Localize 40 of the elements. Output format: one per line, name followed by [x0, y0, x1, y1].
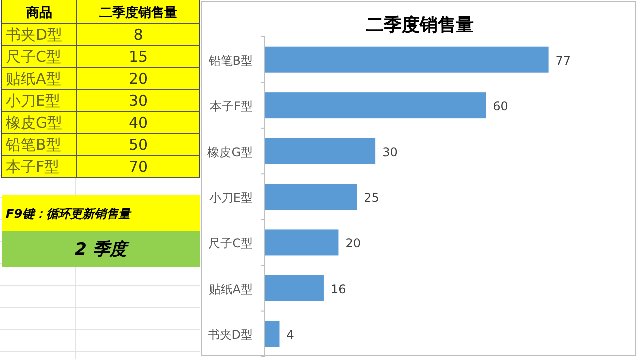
data-label: 20 [128, 70, 148, 88]
data-label: 20 [346, 236, 361, 251]
data-label: 77 [556, 54, 572, 68]
category-label: 贴纸A型 [6, 70, 62, 88]
y-tick-label: 铅笔B型 [208, 54, 253, 68]
y-tick-label: 尺子C型 [208, 236, 253, 251]
data-label: 15 [128, 48, 148, 66]
bar [265, 46, 549, 73]
text: 2 季度 [75, 240, 130, 260]
category-label: 书夹D型 [6, 26, 63, 44]
chart-title: 二季度销售量 [366, 15, 474, 36]
category-label: 橡皮G型 [6, 114, 63, 132]
category-label: 本子F型 [6, 158, 60, 176]
category-label: 铅笔B型 [5, 136, 62, 154]
text: 二季度销售量 [100, 5, 178, 21]
y-tick-label: 橡皮G型 [208, 145, 253, 160]
bar [265, 138, 376, 164]
bar [265, 275, 324, 302]
bar [265, 92, 486, 119]
data-label: 8 [134, 26, 144, 44]
category-label: 尺子C型 [6, 48, 62, 66]
data-label: 25 [364, 191, 380, 205]
bar [265, 184, 358, 210]
data-label: 16 [330, 282, 346, 296]
y-tick-label: 书夹D型 [208, 328, 253, 342]
category-label: 小刀E型 [6, 92, 60, 110]
data-label: 40 [128, 114, 148, 132]
y-tick-label: 本子F型 [210, 100, 253, 114]
text: 商品 [26, 5, 52, 21]
data-label: 70 [128, 158, 148, 176]
data-label: 30 [382, 145, 398, 160]
bar [265, 230, 339, 256]
data-label: 60 [493, 100, 508, 114]
data-label: 4 [286, 328, 294, 342]
data-label: 50 [128, 136, 148, 154]
text: F9键：循环更新销售量 [6, 207, 133, 221]
data-label: 30 [128, 92, 148, 110]
y-tick-label: 贴纸A型 [208, 282, 253, 296]
y-tick-label: 小刀E型 [209, 191, 253, 205]
bar [265, 321, 280, 348]
